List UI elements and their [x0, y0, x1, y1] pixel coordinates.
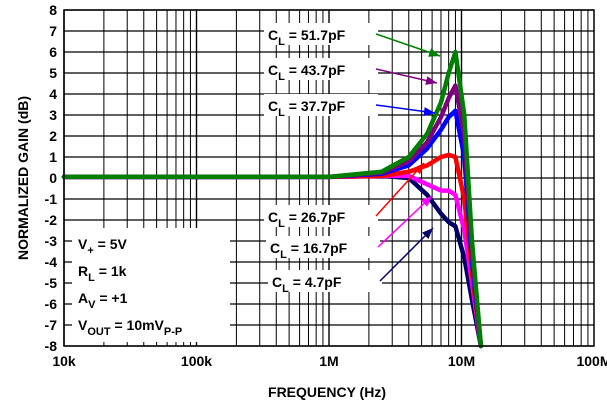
condition-text: V+ = 5V	[78, 236, 128, 257]
annotation-label: CL = 37.7pF	[268, 98, 346, 119]
y-tick-label: 4	[49, 86, 57, 102]
condition-text: AV = +1	[78, 290, 128, 311]
annotation-background	[266, 236, 380, 258]
series-annotations: CL = 4.7pF CL = 16.7pF CL = 26.7pF CL = 37.…	[264, 23, 441, 295]
annotation-label: CL = 26.7pF	[268, 209, 346, 230]
y-tick-label: 1	[49, 149, 57, 165]
y-tick-label: -3	[45, 233, 58, 249]
y-tick-label: -5	[45, 275, 58, 291]
annotation-label: CL = 43.7pF	[268, 62, 346, 83]
annotation-background	[264, 23, 378, 45]
x-tick-label: 10M	[448, 353, 475, 369]
x-tick-label: 1M	[319, 353, 338, 369]
y-tick-label: -7	[45, 317, 58, 333]
annotation-background	[264, 205, 378, 227]
y-tick-label: 8	[49, 2, 57, 18]
conditions-background	[72, 228, 230, 342]
x-tick-label: 100k	[181, 353, 212, 369]
x-tick-label: 100M	[576, 353, 607, 369]
annotation-arrow-head	[422, 228, 433, 239]
annotation-label: CL = 16.7pF	[270, 240, 348, 261]
y-tick-label: -8	[45, 338, 58, 354]
x-axis-label: FREQUENCY (Hz)	[268, 384, 386, 400]
y-tick-label: -2	[45, 212, 58, 228]
y-tick-label: 5	[49, 65, 57, 81]
annotation-background	[264, 94, 378, 116]
y-tick-label: -6	[45, 296, 58, 312]
y-axis-label: NORMALIZED GAIN (dB)	[15, 96, 31, 260]
y-tick-label: 3	[49, 107, 57, 123]
x-tick-label: 10k	[52, 353, 76, 369]
annotation-arrow-line	[375, 33, 441, 57]
annotation-background	[264, 58, 378, 80]
condition-text: RL = 1k	[78, 263, 127, 284]
y-tick-label: 7	[49, 23, 57, 39]
plot-border	[63, 9, 595, 347]
annotation-label: CL = 51.7pF	[268, 27, 346, 48]
annotation-arrow-line	[375, 162, 425, 217]
annotation-arrow-head	[428, 48, 440, 57]
conditions-box: V+ = 5V RL = 1k AV = +1 VOUT = 10mVP-P	[72, 228, 230, 342]
condition-text: VOUT = 10mVP-P	[78, 317, 182, 338]
annotation-arrow-head	[413, 163, 424, 175]
series-line-5	[61, 49, 484, 349]
annotation-arrow-head	[420, 196, 432, 207]
annotation-arrow-line	[379, 227, 434, 282]
y-tick-label: 6	[49, 44, 57, 60]
series-layer	[61, 49, 484, 349]
annotation-label: CL = 4.7pF	[272, 274, 342, 295]
y-tick-label: -4	[45, 254, 58, 270]
annotation-arrow-head	[423, 107, 435, 116]
y-tick-label: -1	[45, 191, 58, 207]
annotation-background	[268, 270, 382, 292]
annotation-arrow-line	[377, 195, 433, 248]
y-tick-label: 0	[49, 170, 57, 186]
annotation-arrow-head	[425, 76, 437, 85]
y-tick-label: 2	[49, 128, 57, 144]
